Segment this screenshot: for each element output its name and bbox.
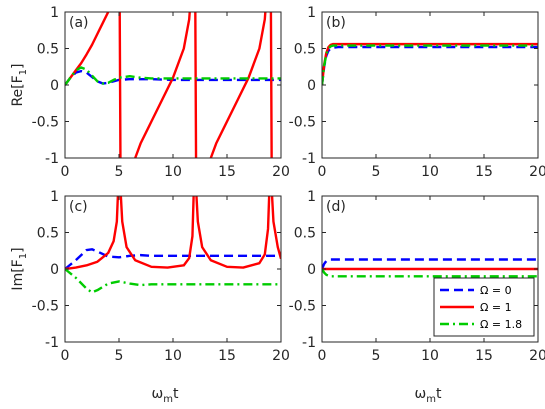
x-tick-label: 15	[218, 348, 236, 364]
x-tick-label: 5	[115, 348, 124, 364]
y-tick-label: 1	[50, 5, 59, 21]
x-tick-label: 20	[529, 348, 545, 364]
x-tick-label: 0	[318, 164, 327, 180]
axes-box	[321, 11, 539, 159]
legend-entry: Ω = 0	[480, 284, 512, 297]
series-line-1	[65, 248, 281, 270]
legend-entry: Ω = 1	[480, 301, 512, 314]
series-line-3	[65, 268, 281, 294]
figure-xlabel: ωmt ωmt	[152, 386, 442, 405]
series-group	[65, 12, 281, 158]
xlabel-left: ωmt	[152, 386, 179, 405]
axes-box	[64, 195, 282, 343]
series-line-3	[322, 44, 538, 86]
series-line-2	[65, 196, 281, 271]
x-tick-label: 10	[421, 164, 439, 180]
y-tick-label: -0.5	[289, 299, 316, 315]
panels: 0 5 10 15 20-1-0.500.51(a)Re[F1]0 5 10 15 20-1-0…	[10, 5, 545, 364]
panel-label: (d)	[326, 199, 346, 215]
series-group	[322, 258, 538, 278]
y-tick-label: 0	[307, 78, 316, 94]
x-tick-label: 15	[218, 164, 236, 180]
series-group	[65, 196, 281, 294]
y-tick-label: 0.5	[294, 42, 316, 58]
y-tick-label: -1	[45, 151, 59, 167]
y-tick-label: -0.5	[32, 299, 59, 315]
y-tick-label: -1	[45, 335, 59, 351]
x-tick-label: 20	[272, 164, 290, 180]
series-line-1	[322, 258, 538, 270]
y-tick-label: 1	[50, 189, 59, 205]
panel-label: (b)	[326, 15, 346, 31]
y-tick-label: 0	[50, 78, 59, 94]
panel-label: (a)	[69, 15, 89, 31]
panel-d: 0 5 10 15 20 -1 -0.5 0 0.5 1 (d) Ω = 0 Ω = 1 Ω = 1.8	[289, 189, 545, 364]
series-line-2	[322, 42, 538, 86]
series-line-2	[65, 12, 273, 158]
y-tick-label: 0.5	[37, 42, 59, 58]
y-tick-label: -1	[302, 151, 316, 167]
series-group	[322, 42, 538, 86]
x-tick-label: 10	[164, 164, 182, 180]
x-tick-label: 20	[272, 348, 290, 364]
y-tick-label: -1	[302, 335, 316, 351]
y-axis-label: Im[F1]	[10, 247, 29, 290]
y-tick-label: 0	[307, 262, 316, 278]
series-line-1	[65, 69, 281, 86]
y-tick-label: 1	[307, 189, 316, 205]
x-tick-label: 0	[61, 348, 70, 364]
x-tick-label: 10	[164, 348, 182, 364]
y-tick-label: -0.5	[32, 115, 59, 131]
x-tick-label: 5	[372, 348, 381, 364]
legend: Ω = 0 Ω = 1 Ω = 1.8	[433, 277, 535, 337]
panel-label: (c)	[69, 199, 88, 215]
x-tick-label: 15	[475, 164, 493, 180]
y-tick-label: 0	[50, 262, 59, 278]
y-tick-label: 0.5	[37, 226, 59, 242]
xlabel-right: ωmt	[415, 386, 442, 405]
series-line-3	[65, 66, 281, 86]
panel-c: 0 5 10 15 20 -1 -0.5 0 0.5 1 (c) Im[F1]	[10, 189, 290, 364]
x-tick-label: 10	[421, 348, 439, 364]
x-tick-label: 0	[318, 348, 327, 364]
x-tick-label: 5	[372, 164, 381, 180]
y-tick-label: 1	[307, 5, 316, 21]
y-axis-label: Re[F1]	[10, 63, 29, 106]
legend-entry: Ω = 1.8	[480, 318, 522, 331]
panel-a: 0 5 10 15 20 -1 -0.5 0 0.5 1 (a) Re[F1]	[10, 5, 290, 180]
x-tick-label: 0	[61, 164, 70, 180]
y-tick-label: 0.5	[294, 226, 316, 242]
y-tick-label: -0.5	[289, 115, 316, 131]
x-tick-label: 20	[529, 164, 545, 180]
series-line-3	[322, 268, 538, 278]
x-tick-label: 5	[115, 164, 124, 180]
panel-b: 0 5 10 15 20 -1 -0.5 0 0.5 1 (b)	[289, 5, 545, 180]
x-tick-label: 15	[475, 348, 493, 364]
series-line-1	[322, 45, 538, 86]
